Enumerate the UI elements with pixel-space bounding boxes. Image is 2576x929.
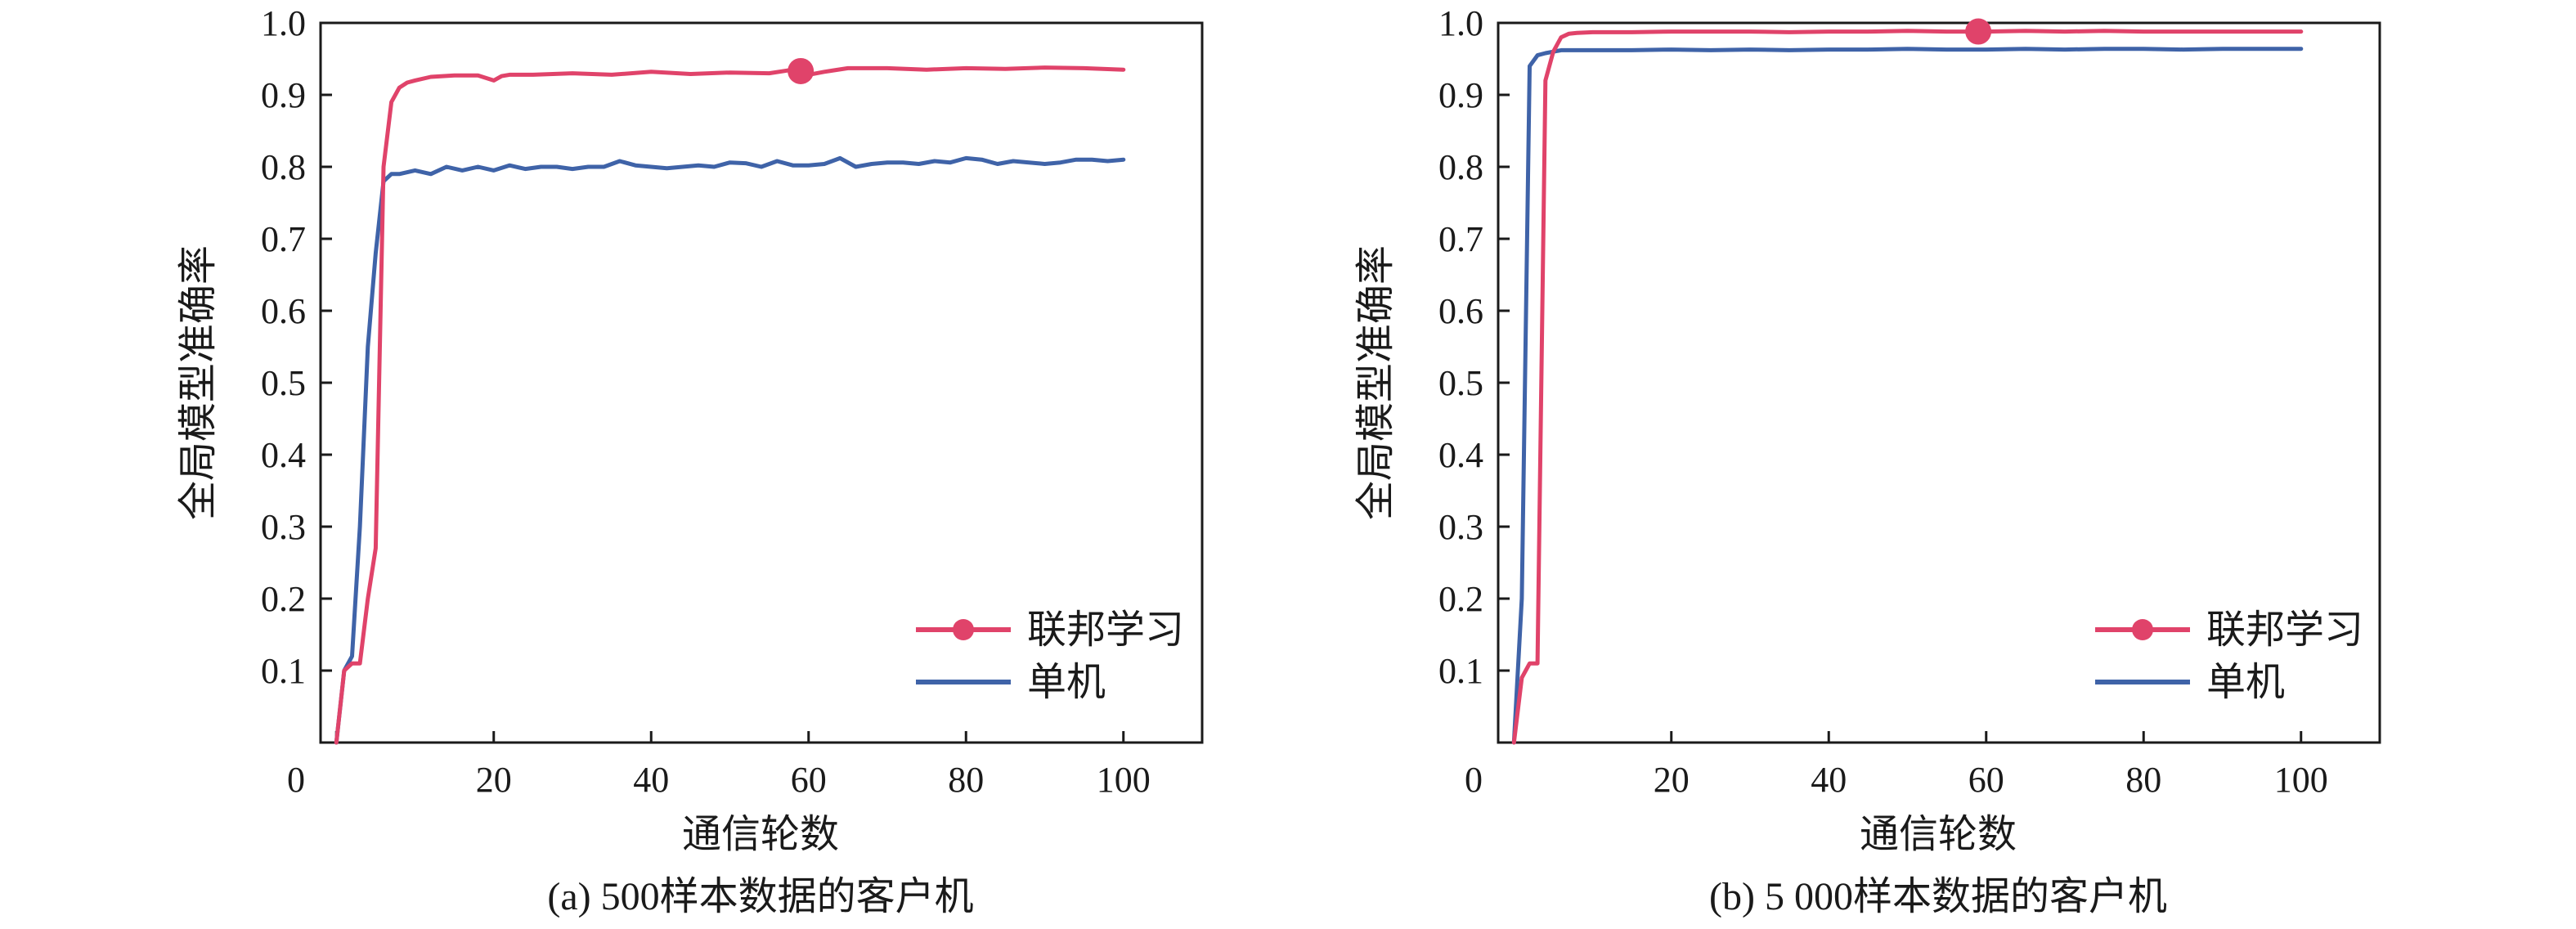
x-tick-label: 40 (1811, 760, 1847, 800)
x-tick-label: 100 (1097, 760, 1151, 800)
y-tick-label: 0.1 (261, 651, 306, 691)
y-tick-label: 0.9 (261, 75, 306, 115)
chart-caption: (b) 5 000样本数据的客户机 (1709, 875, 2167, 918)
y-tick-label: 0.8 (261, 147, 306, 187)
y-tick-label: 0.1 (1438, 651, 1483, 691)
x-tick-label: 40 (633, 760, 669, 800)
x-tick-label: 0 (1465, 760, 1483, 800)
y-tick-label: 0.3 (261, 507, 306, 547)
series-marker-federated (1965, 18, 1992, 45)
series-line-federated (1511, 29, 2304, 745)
legend-label-federated: 联邦学习 (1027, 608, 1184, 652)
series-marker-federated (788, 57, 815, 84)
y-tick-label: 0.7 (261, 219, 306, 259)
y-tick-label: 0.5 (1438, 363, 1483, 403)
y-axis-label: 全局模型准确率 (177, 245, 220, 520)
y-tick-label: 0.2 (261, 579, 306, 619)
series-line-standalone (1511, 47, 2304, 745)
y-tick-label: 0.4 (261, 435, 306, 475)
y-axis-label: 全局模型准确率 (1354, 245, 1398, 520)
y-tick-label: 0.6 (1438, 291, 1483, 331)
y-tick-label: 0.2 (1438, 579, 1483, 619)
y-tick-label: 0.6 (261, 291, 306, 331)
x-tick-label: 20 (476, 760, 512, 800)
x-tick-label: 100 (2274, 760, 2328, 800)
legend-marker-federated (2132, 619, 2153, 640)
x-tick-label: 60 (1968, 760, 2004, 800)
x-tick-label: 80 (2125, 760, 2161, 800)
legend-label-standalone: 单机 (2206, 661, 2285, 704)
y-tick-label: 0.9 (1438, 75, 1483, 115)
chart-a: 0 20 40 60 80 100 0.1 0.2 0.3 0.4 0.5 0.6 0.7 0.8 0.9 1… (177, 3, 1204, 918)
y-tick-label: 0.8 (1438, 147, 1483, 187)
legend-label-standalone: 单机 (1027, 661, 1106, 704)
series-line-standalone (334, 155, 1126, 745)
chart-b: 0 20 40 60 80 100 0.1 0.2 0.3 0.4 0.5 0.6 0.7 0.8 0.9 1… (1354, 3, 2381, 918)
chart-caption: (a) 500样本数据的客户机 (547, 875, 973, 918)
y-tick-label: 0.4 (1438, 435, 1483, 475)
y-tick-label: 0.7 (1438, 219, 1483, 259)
legend-marker-federated (953, 619, 974, 640)
y-tick-label: 0.3 (1438, 507, 1483, 547)
x-tick-label: 0 (287, 760, 305, 800)
y-tick-label: 1.0 (1438, 3, 1483, 43)
x-tick-label: 80 (948, 760, 984, 800)
x-tick-label: 20 (1654, 760, 1690, 800)
x-axis-label: 通信轮数 (1860, 813, 2017, 856)
y-tick-label: 1.0 (261, 3, 306, 43)
series-line-federated (334, 65, 1126, 745)
legend-label-federated: 联邦学习 (2206, 608, 2363, 652)
y-tick-label: 0.5 (261, 363, 306, 403)
x-tick-label: 60 (791, 760, 827, 800)
x-axis-label: 通信轮数 (682, 813, 839, 856)
